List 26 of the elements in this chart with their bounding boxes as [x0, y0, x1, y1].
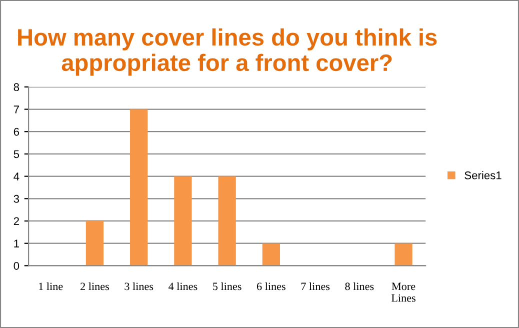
y-tick-label: 0	[14, 262, 20, 270]
y-tick-label: 1	[14, 240, 19, 248]
x-tick-label: 3 lines	[124, 282, 154, 290]
x-tick-label: 5 lines	[213, 282, 242, 290]
y-tick-label: 3	[14, 194, 20, 203]
x-tick-label: More Lines	[392, 282, 416, 302]
y-tick-label: 8	[14, 83, 20, 92]
bar	[86, 220, 104, 266]
x-tick-label: 4 lines	[168, 282, 198, 290]
x-tick-label: 6 lines	[256, 282, 286, 290]
y-tick-label: 5	[14, 150, 20, 158]
y-tick-label: 2	[14, 217, 19, 226]
bar	[262, 243, 280, 266]
bar	[174, 176, 192, 266]
x-tick-label: 7 lines	[301, 282, 330, 290]
x-tick-label: 1 line	[39, 282, 63, 290]
x-tick-label: 2 lines	[80, 282, 109, 290]
y-tick-label: 4	[14, 172, 20, 180]
bar	[130, 109, 148, 266]
x-tick-label: 8 lines	[345, 282, 374, 290]
legend-label: Series1	[464, 171, 502, 180]
bar	[394, 243, 412, 266]
y-tick-label: 7	[14, 106, 19, 114]
bar	[218, 176, 236, 266]
chart-title: How many cover lines do you think is appropriate for a front cover?	[18, 28, 437, 76]
y-tick-label: 6	[14, 128, 20, 136]
